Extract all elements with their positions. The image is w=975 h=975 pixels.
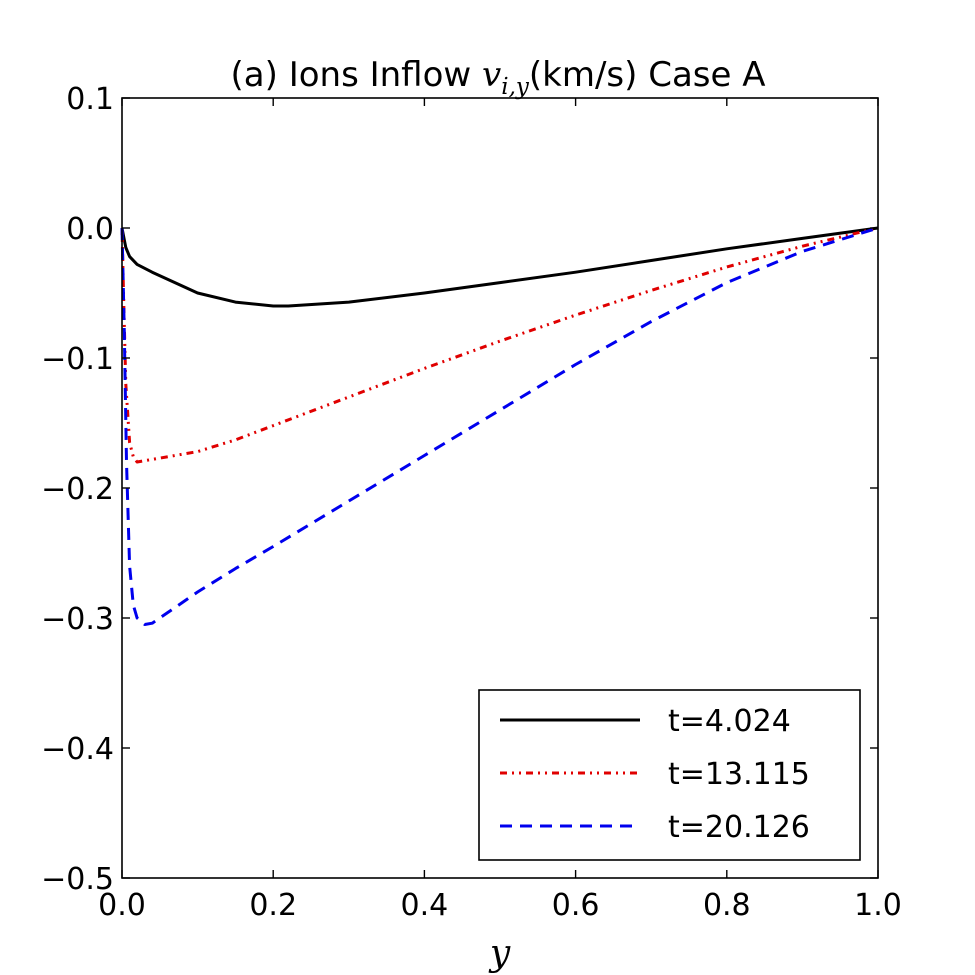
x-axis-label: y xyxy=(488,933,511,974)
series-line-0 xyxy=(120,226,879,308)
legend-box xyxy=(478,689,861,861)
x-tick-label-5: 1.0 xyxy=(854,888,902,923)
y-tick-label-4: −0.3 xyxy=(41,602,114,637)
series-line-2 xyxy=(120,226,879,626)
series-layer xyxy=(120,226,879,626)
legend-label-2: t=20.126 xyxy=(668,810,810,845)
y-tick-label-3: −0.2 xyxy=(41,472,114,507)
y-tick-label-1: 0.0 xyxy=(66,212,114,247)
y-tick-label-0: 0.1 xyxy=(66,82,114,117)
x-tick-label-4: 0.8 xyxy=(703,888,751,923)
x-tick-label-3: 0.6 xyxy=(552,888,600,923)
y-tick-label-6: −0.5 xyxy=(41,862,114,897)
title-sub: i,y xyxy=(501,74,530,100)
series-line-1 xyxy=(120,226,879,464)
title-prefix: (a) Ions Inflow xyxy=(231,55,482,95)
title-suffix: (km/s) Case A xyxy=(529,55,766,95)
chart-title: (a) Ions Inflow vi,y(km/s) Case A xyxy=(231,55,766,100)
plot-frame xyxy=(121,97,879,879)
legend: t=4.024 t=13.115 t=20.126 xyxy=(478,689,861,861)
legend-label-0: t=4.024 xyxy=(668,704,791,739)
x-tick-label-1: 0.2 xyxy=(249,888,297,923)
x-tick-label-0: 0.0 xyxy=(98,888,146,923)
ticks-layer: 0.0 0.2 0.4 0.6 0.8 1.0 0.1 0.0 −0.1 −0.2 −0.3 −0.4… xyxy=(41,82,902,923)
x-tick-label-2: 0.4 xyxy=(401,888,449,923)
title-var: v xyxy=(482,55,501,95)
y-tick-label-2: −0.1 xyxy=(41,342,114,377)
y-tick-label-5: −0.4 xyxy=(41,732,114,767)
legend-label-1: t=13.115 xyxy=(668,757,810,792)
